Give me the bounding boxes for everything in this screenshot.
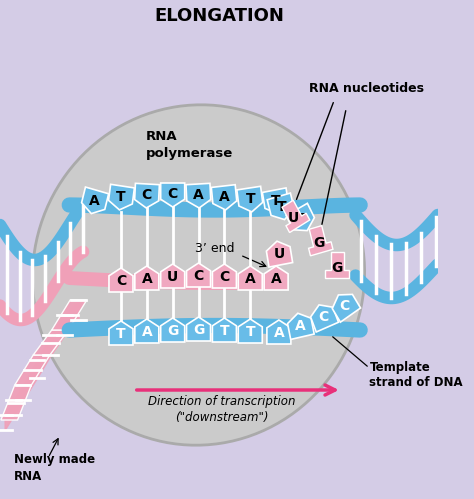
Polygon shape <box>212 264 237 288</box>
Polygon shape <box>135 266 159 290</box>
Text: C: C <box>219 270 229 284</box>
Polygon shape <box>135 183 159 208</box>
Polygon shape <box>1 385 31 420</box>
Text: C: C <box>142 188 152 202</box>
Text: A: A <box>295 319 306 333</box>
Text: G: G <box>193 323 204 337</box>
Polygon shape <box>264 266 288 290</box>
Polygon shape <box>161 183 185 207</box>
Polygon shape <box>33 330 68 355</box>
Polygon shape <box>187 263 210 287</box>
Polygon shape <box>332 294 361 322</box>
Polygon shape <box>326 252 349 278</box>
Text: RNA nucleotides: RNA nucleotides <box>310 81 424 94</box>
Polygon shape <box>52 300 87 330</box>
Text: T: T <box>116 190 126 204</box>
Text: ELONGATION: ELONGATION <box>154 7 284 25</box>
Polygon shape <box>309 226 333 256</box>
Polygon shape <box>267 320 291 344</box>
Polygon shape <box>238 319 262 343</box>
Polygon shape <box>186 183 211 208</box>
Text: C: C <box>193 269 204 283</box>
Polygon shape <box>15 355 50 385</box>
Polygon shape <box>161 318 185 342</box>
Text: Newly made
RNA: Newly made RNA <box>14 454 95 483</box>
Polygon shape <box>135 319 159 343</box>
Text: T: T <box>297 212 307 226</box>
Text: T: T <box>277 200 286 214</box>
Polygon shape <box>286 203 314 231</box>
Text: U: U <box>273 247 284 261</box>
Polygon shape <box>109 321 133 345</box>
Polygon shape <box>267 193 294 220</box>
Text: T: T <box>219 324 229 338</box>
Text: C: C <box>339 299 350 313</box>
Text: C: C <box>318 310 328 324</box>
Polygon shape <box>238 266 262 290</box>
Text: A: A <box>141 272 152 286</box>
Text: Template
strand of DNA: Template strand of DNA <box>369 360 463 390</box>
Text: T: T <box>116 327 126 341</box>
Polygon shape <box>237 186 263 212</box>
Text: G: G <box>313 236 324 250</box>
Polygon shape <box>161 264 185 288</box>
Text: 3’ end: 3’ end <box>195 242 235 254</box>
Polygon shape <box>310 305 338 332</box>
Text: A: A <box>193 188 204 202</box>
Polygon shape <box>211 185 237 210</box>
Polygon shape <box>212 318 237 342</box>
Text: A: A <box>89 194 100 208</box>
Polygon shape <box>82 187 109 214</box>
Text: T: T <box>246 325 255 339</box>
Text: A: A <box>219 190 230 204</box>
Text: Direction of transcription
("downstream"): Direction of transcription ("downstream"… <box>148 396 295 425</box>
Polygon shape <box>288 313 314 339</box>
Polygon shape <box>109 268 133 292</box>
Text: A: A <box>245 272 255 286</box>
Text: A: A <box>141 325 152 339</box>
Text: A: A <box>271 272 282 286</box>
Polygon shape <box>282 200 310 233</box>
Polygon shape <box>266 241 292 267</box>
Text: T: T <box>271 194 281 208</box>
Text: U: U <box>288 211 299 225</box>
Polygon shape <box>109 184 135 210</box>
Text: C: C <box>116 274 126 288</box>
Text: T: T <box>246 192 255 206</box>
Ellipse shape <box>33 105 365 445</box>
Polygon shape <box>187 317 210 341</box>
Polygon shape <box>263 188 289 214</box>
Text: G: G <box>167 324 178 338</box>
Text: A: A <box>273 326 284 340</box>
Text: U: U <box>167 270 178 284</box>
Text: C: C <box>168 187 178 201</box>
Text: RNA
polymerase: RNA polymerase <box>146 131 233 160</box>
Text: G: G <box>331 261 343 275</box>
